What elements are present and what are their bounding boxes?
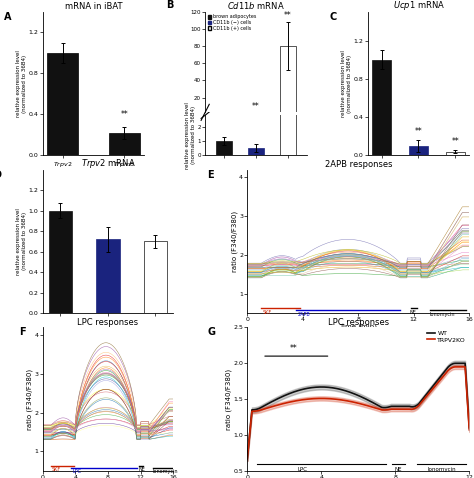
Title: $\it{Cd11b}$ mRNA: $\it{Cd11b}$ mRNA	[227, 0, 285, 11]
Text: SKF: SKF	[52, 467, 61, 472]
Text: NE: NE	[410, 310, 417, 315]
Text: F: F	[19, 327, 26, 337]
Text: LPC: LPC	[72, 469, 81, 474]
Text: 2APB: 2APB	[297, 312, 310, 316]
Text: A: A	[4, 12, 11, 22]
Title: mRNA in iBAT: mRNA in iBAT	[64, 2, 122, 11]
Legend: brown adipocytes, CD11b (−) cells, CD11b (+) cells: brown adipocytes, CD11b (−) cells, CD11b…	[208, 14, 256, 31]
Y-axis label: relative expression level
(normalized to 36B4): relative expression level (normalized to…	[16, 208, 27, 275]
Title: $\it{Trpv2}$ mRNA: $\it{Trpv2}$ mRNA	[81, 157, 135, 170]
Text: **: **	[452, 137, 459, 146]
Bar	[280, 0, 296, 155]
Bar	[47, 53, 78, 155]
Title: LPC responses: LPC responses	[77, 318, 138, 326]
Text: **: **	[290, 344, 297, 353]
Text: G: G	[207, 327, 215, 337]
Text: SKF: SKF	[263, 310, 272, 315]
Bar	[216, 114, 232, 115]
Bar	[372, 60, 391, 155]
Title: 2APB responses: 2APB responses	[325, 160, 392, 169]
Text: Ionomycin: Ionomycin	[152, 469, 178, 474]
Text: **: **	[120, 110, 128, 120]
Text: Ionomycin: Ionomycin	[427, 467, 456, 471]
Text: **: **	[415, 127, 422, 136]
Text: NE: NE	[138, 467, 145, 472]
Y-axis label: ratio (F340/F380): ratio (F340/F380)	[231, 211, 238, 272]
Bar	[446, 152, 465, 155]
Text: LPC: LPC	[298, 467, 308, 471]
Title: $\it{Ucp1}$ mRNA: $\it{Ucp1}$ mRNA	[392, 0, 445, 12]
Title: LPC responses: LPC responses	[328, 318, 389, 326]
Bar	[96, 239, 120, 313]
Text: Ionomycin: Ionomycin	[429, 312, 455, 316]
Y-axis label: ratio (F340/F380): ratio (F340/F380)	[27, 369, 33, 430]
Bar	[49, 211, 73, 313]
X-axis label: Time (min): Time (min)	[339, 324, 377, 330]
Y-axis label: relative expression level
(normalized to 36B4): relative expression level (normalized to…	[185, 102, 196, 169]
Legend: WT, TRPV2KO: WT, TRPV2KO	[428, 331, 466, 343]
Text: B: B	[166, 0, 174, 10]
Bar	[409, 146, 428, 155]
Y-axis label: relative expression level
(normalized to 36B4): relative expression level (normalized to…	[341, 50, 352, 117]
Bar	[109, 133, 140, 155]
Text: E: E	[207, 170, 214, 180]
Y-axis label: ratio (F340/F380): ratio (F340/F380)	[225, 369, 232, 430]
Bar	[144, 241, 167, 313]
Bar	[216, 141, 232, 155]
Bar	[280, 46, 296, 115]
Text: **: **	[252, 102, 260, 111]
Text: **: **	[284, 11, 292, 20]
Bar	[248, 148, 264, 155]
Text: D: D	[0, 170, 1, 180]
Y-axis label: relative expression level
(normalized to 36B4): relative expression level (normalized to…	[16, 50, 27, 117]
Text: NE: NE	[394, 467, 402, 471]
Text: C: C	[329, 12, 337, 22]
